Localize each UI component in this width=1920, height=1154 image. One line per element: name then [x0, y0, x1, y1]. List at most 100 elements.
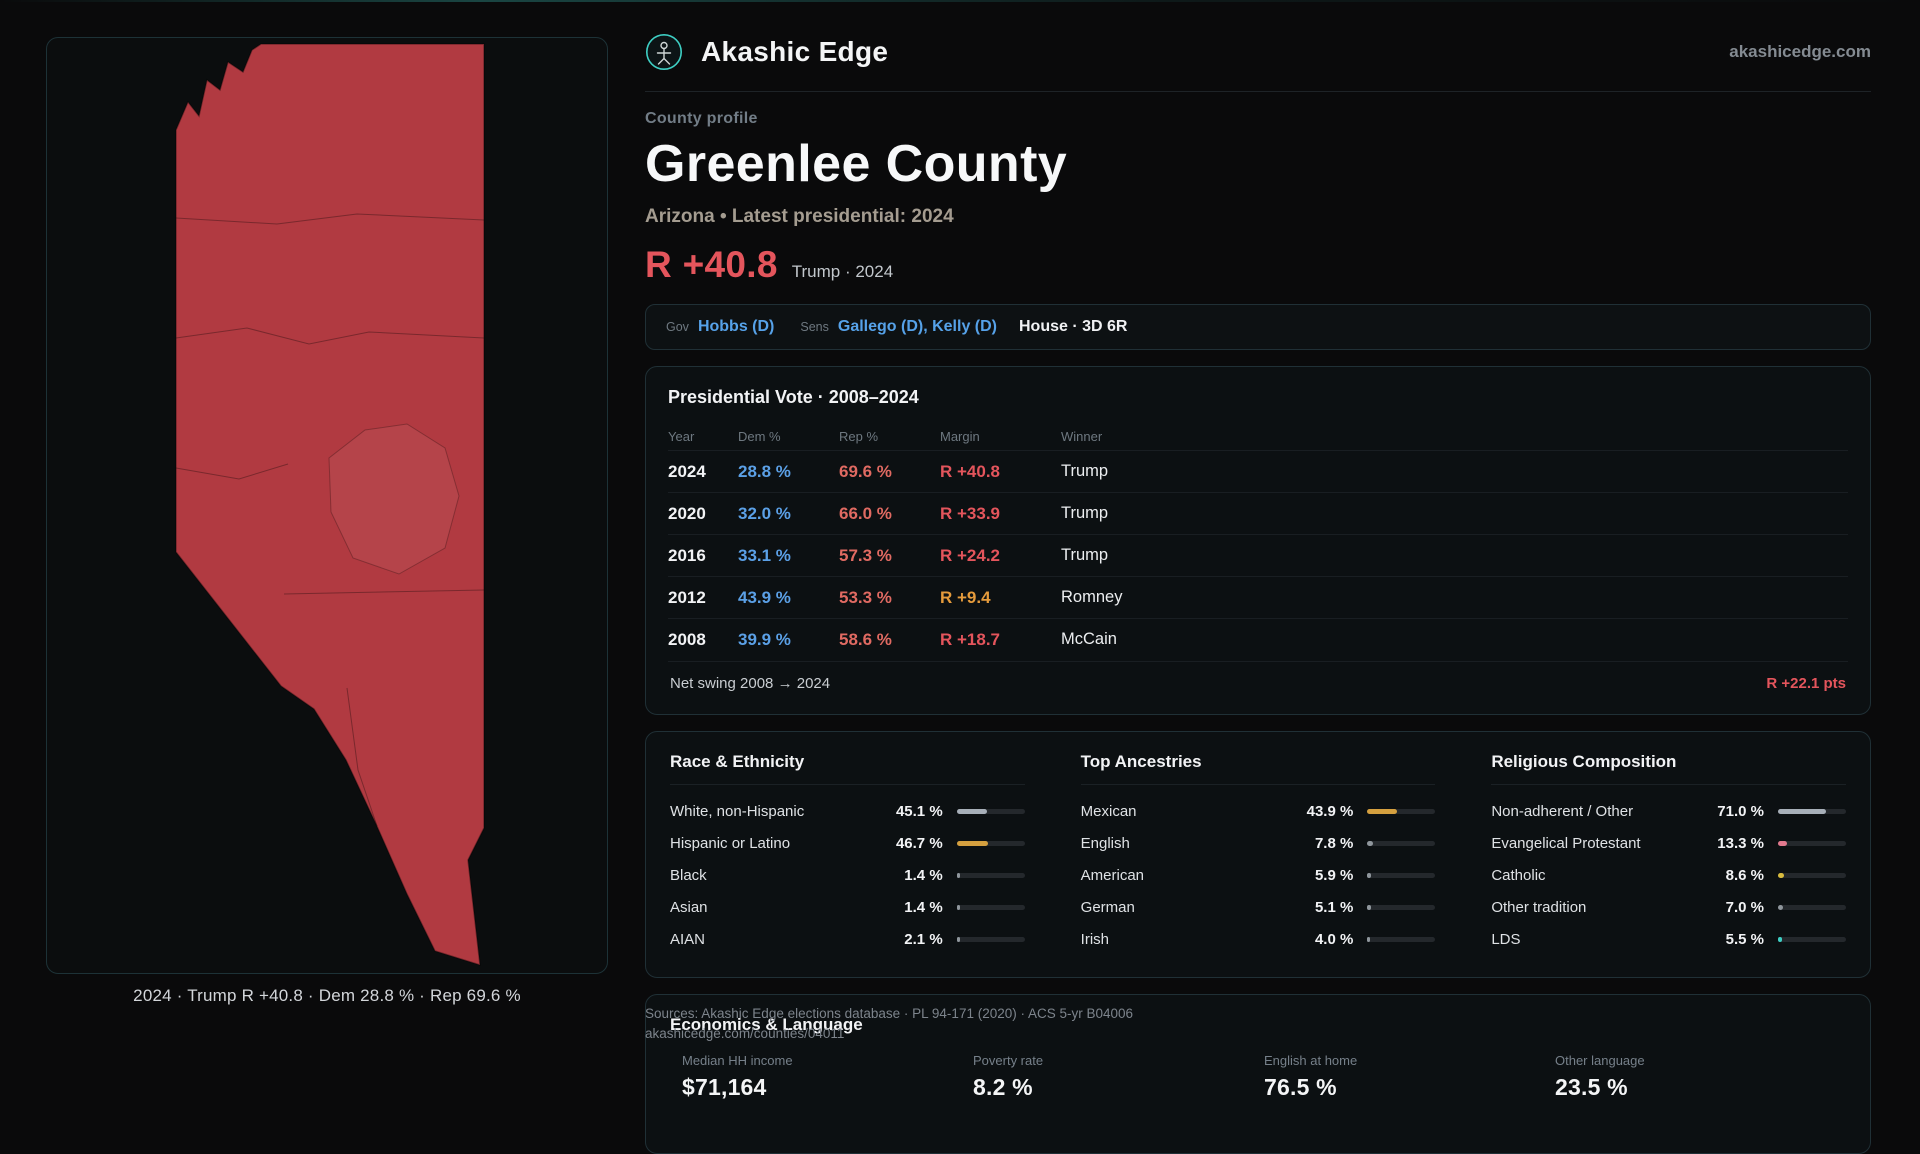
senators-link[interactable]: Gallego (D), Kelly (D): [837, 318, 997, 335]
stat-label: German: [1080, 898, 1135, 916]
senators-label: Sens: [800, 320, 829, 334]
governor-link[interactable]: Hobbs (D): [697, 318, 775, 335]
stat-label: Asian: [670, 898, 708, 916]
stat-label: LDS: [1491, 930, 1521, 948]
highlighted-subdivision: [328, 423, 460, 575]
col-year: Year: [668, 428, 695, 444]
stat-value: 7.8 %: [1314, 834, 1354, 852]
margin-cell: R +24.2: [940, 545, 1001, 565]
officials-bar: Gov Hobbs (D) Sens Gallego (D), Kelly (D…: [645, 304, 1871, 350]
econ-stat-value: $71,164: [682, 1074, 767, 1100]
stat-bar: [956, 872, 1025, 878]
rep-cell: 57.3 %: [839, 545, 892, 565]
econ-stat: Other language 23.5 %: [1555, 1053, 1846, 1101]
stat-label: English: [1080, 834, 1130, 852]
econ-stat-value: 23.5 %: [1555, 1074, 1628, 1100]
section-title: Race & Ethnicity: [670, 752, 1025, 785]
tract-boundaries: [175, 213, 485, 827]
county-map: [175, 43, 485, 967]
margin-cell: R +9.4: [940, 587, 991, 607]
dem-cell: 39.9 %: [738, 629, 791, 649]
year-cell: 2024: [668, 461, 706, 481]
stat-value: 1.4 %: [904, 866, 943, 884]
page-subtitle: Arizona • Latest presidential: 2024: [645, 206, 954, 227]
rep-cell: 53.3 %: [839, 587, 892, 607]
net-swing-value: R +22.1 pts: [1766, 675, 1846, 692]
stat-bar: [956, 936, 1025, 942]
stat-label: Irish: [1080, 930, 1109, 948]
presidential-vote-title: Presidential Vote · 2008–2024: [668, 387, 919, 407]
stat-bar: [1777, 840, 1846, 846]
county-map-panel: [46, 37, 608, 974]
net-swing-row: Net swing 2008 → 2024 R +22.1 pts: [668, 661, 1848, 704]
winner-cell: Trump: [1061, 546, 1109, 564]
table-row: 2012 43.9 % 53.3 % R +9.4 Romney: [668, 576, 1848, 618]
stat-row: German 5.1 %: [1081, 891, 1436, 923]
stat-bar: [1777, 936, 1846, 942]
winner-cell: Trump: [1061, 462, 1109, 480]
stat-bar: [1777, 872, 1846, 878]
site-domain: akashicedge.com: [1729, 42, 1871, 61]
stat-row: AIAN 2.1 %: [670, 923, 1025, 955]
stat-bar: [1367, 904, 1436, 910]
stat-value: 2.1 %: [904, 930, 943, 948]
stat-bar: [1777, 808, 1846, 814]
stat-bar: [1367, 872, 1436, 878]
econ-stat-label: Other language: [1555, 1053, 1645, 1068]
stat-row: English 7.8 %: [1081, 827, 1436, 859]
stat-bar: [1367, 936, 1436, 942]
stat-label: Hispanic or Latino: [670, 834, 791, 852]
stat-row: Evangelical Protestant 13.3 %: [1491, 827, 1846, 859]
table-row: 2020 32.0 % 66.0 % R +33.9 Trump: [668, 492, 1848, 534]
sources-line: Sources: Akashic Edge elections database…: [645, 1006, 1134, 1021]
econ-stat-label: Poverty rate: [973, 1053, 1044, 1068]
net-swing-label: Net swing 2008 → 2024: [670, 675, 831, 692]
presidential-vote-card: Presidential Vote · 2008–2024 Year Dem %…: [645, 366, 1871, 715]
stat-bar: [1777, 904, 1846, 910]
stat-value: 46.7 %: [895, 834, 943, 852]
stat-value: 1.4 %: [904, 898, 943, 916]
econ-stat-value: 8.2 %: [973, 1074, 1033, 1100]
main-content: Akashic Edge akashicedge.com County prof…: [645, 0, 1871, 1154]
stat-bar: [1367, 808, 1436, 814]
brand-title: Akashic Edge: [701, 36, 889, 67]
sources-url[interactable]: akashicedge.com/counties/04011: [645, 1026, 845, 1041]
headline-margin: R +40.8 Trump · 2024: [645, 244, 1871, 286]
stat-row: Asian 1.4 %: [670, 891, 1025, 923]
race-ethnicity-section: Race & Ethnicity White, non-Hispanic 45.…: [670, 752, 1025, 955]
rep-cell: 66.0 %: [839, 503, 892, 523]
site-header: Akashic Edge akashicedge.com: [645, 0, 1871, 92]
stat-row: Non-adherent / Other 71.0 %: [1491, 795, 1846, 827]
stat-row: Catholic 8.6 %: [1491, 859, 1846, 891]
brand-logo-icon: [645, 33, 683, 71]
map-caption: 2024 · Trump R +40.8 · Dem 28.8 % · Rep …: [133, 986, 521, 1005]
stat-row: Other tradition 7.0 %: [1491, 891, 1846, 923]
stat-label: Black: [670, 866, 707, 884]
stat-label: Mexican: [1080, 802, 1137, 820]
dem-cell: 33.1 %: [738, 545, 791, 565]
stat-bar: [1367, 840, 1436, 846]
stat-row: Hispanic or Latino 46.7 %: [670, 827, 1025, 859]
economics-title: Economics & Language: [670, 1015, 863, 1034]
winner-cell: Trump: [1061, 504, 1109, 522]
col-rep: Rep %: [839, 428, 879, 444]
stat-value: 43.9 %: [1306, 802, 1354, 820]
econ-stat-label: English at home: [1264, 1053, 1358, 1068]
table-row: 2016 33.1 % 57.3 % R +24.2 Trump: [668, 534, 1848, 576]
section-title: Religious Composition: [1491, 752, 1846, 785]
rep-cell: 58.6 %: [839, 629, 892, 649]
econ-stat: Median HH income $71,164: [682, 1053, 973, 1101]
stat-value: 71.0 %: [1717, 802, 1764, 820]
stat-label: Non-adherent / Other: [1491, 802, 1634, 820]
margin-value: R +40.8: [645, 244, 778, 285]
section-title: Top Ancestries: [1080, 752, 1436, 785]
stat-label: AIAN: [670, 930, 706, 948]
stat-label: White, non-Hispanic: [670, 802, 805, 820]
stat-row: LDS 5.5 %: [1491, 923, 1846, 955]
table-row: 2008 39.9 % 58.6 % R +18.7 McCain: [668, 618, 1848, 660]
margin-cell: R +33.9: [940, 503, 1001, 523]
econ-stat-value: 76.5 %: [1264, 1074, 1337, 1100]
stat-value: 45.1 %: [895, 802, 943, 820]
year-cell: 2020: [668, 503, 706, 523]
stat-row: American 5.9 %: [1081, 859, 1436, 891]
